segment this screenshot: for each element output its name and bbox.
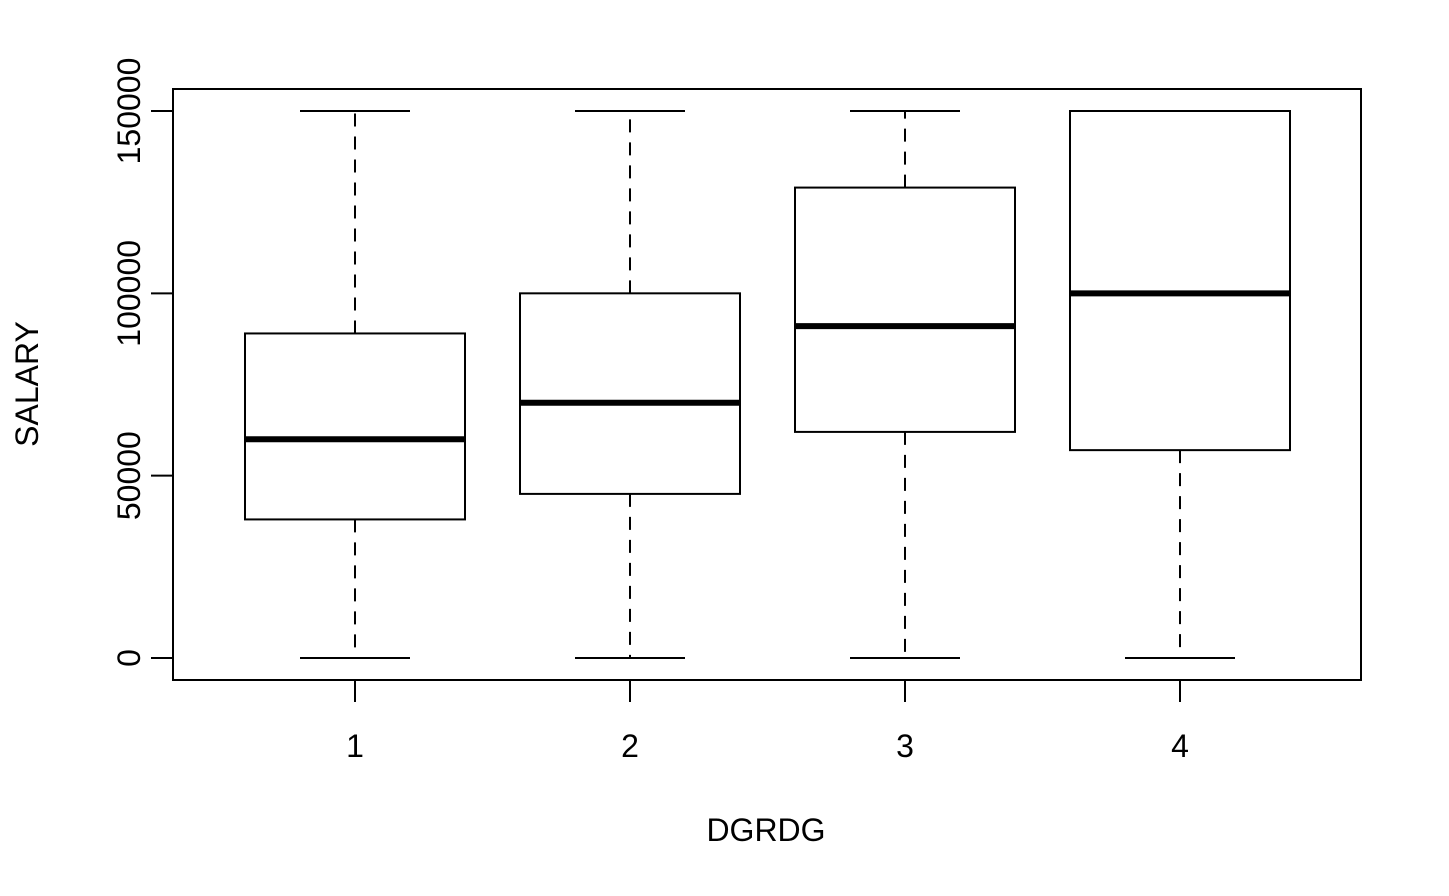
x-tick-label: 1 [346,728,364,764]
x-tick-label: 2 [621,728,639,764]
y-tick-label: 0 [111,649,147,667]
y-axis: 0 50000 100000 150000 [111,58,174,667]
x-axis: 1 2 3 4 [346,679,1189,764]
x-axis-label: DGRDG [706,812,825,848]
box-group-2 [519,110,741,659]
iqr-box [794,186,1016,433]
y-tick-label: 50000 [111,431,147,520]
box-group-3 [794,110,1016,659]
y-tick-label: 150000 [111,58,147,165]
box-group-4 [1069,110,1291,659]
iqr-box [244,332,466,521]
y-tick-label: 100000 [111,240,147,347]
y-axis-label: SALARY [9,321,45,447]
boxes-layer [244,110,1291,659]
iqr-box [1069,110,1291,452]
iqr-box [519,292,741,495]
x-tick-label: 3 [896,728,914,764]
box-group-1 [244,110,466,659]
x-tick-label: 4 [1171,728,1189,764]
